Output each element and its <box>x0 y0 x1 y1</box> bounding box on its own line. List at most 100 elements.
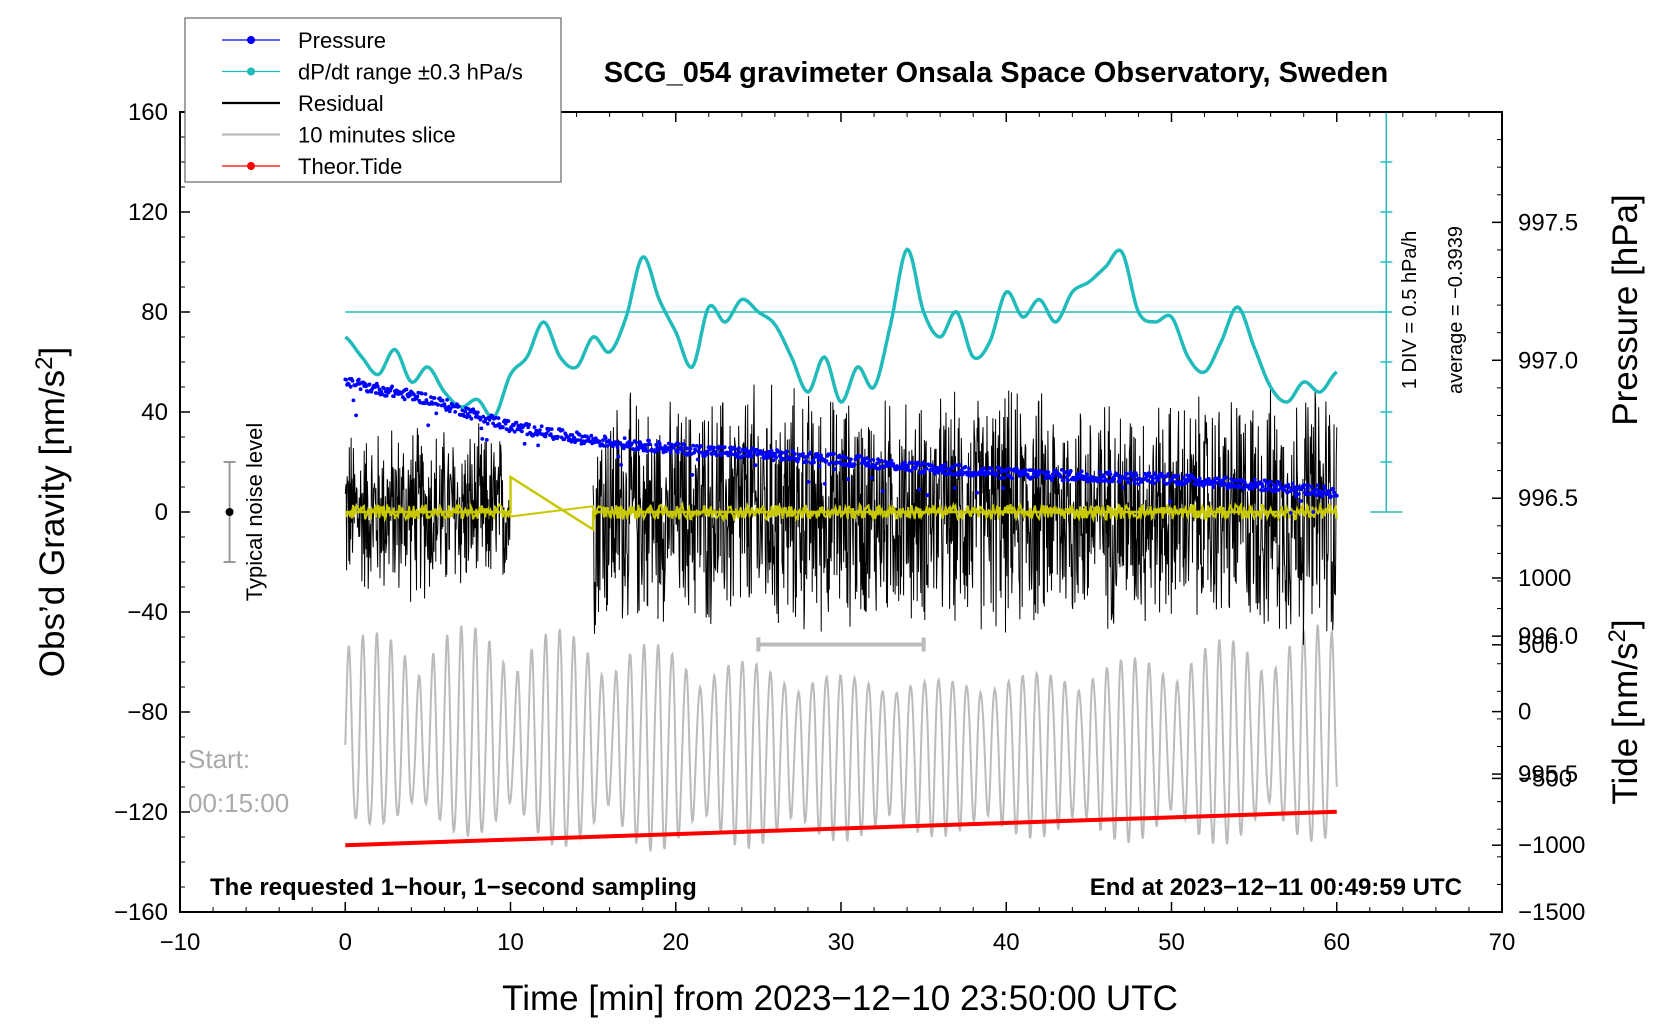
pressure-point <box>903 460 907 465</box>
smoothed-residual-line <box>345 500 1338 524</box>
pressure-point <box>1108 472 1113 477</box>
pressure-point <box>816 458 821 463</box>
y-tide-tick-label: −1000 <box>1518 832 1585 859</box>
y-axis-label-left: Obs’d Gravity [nm/s2] <box>31 347 72 677</box>
pressure-point <box>415 394 420 399</box>
pressure-point <box>950 466 955 470</box>
pressure-point <box>846 477 851 482</box>
y-pressure-tick-label: 997.0 <box>1518 347 1578 374</box>
pressure-point <box>532 425 537 430</box>
y-axis-label-left-end: ] <box>33 347 72 357</box>
pressure-point <box>1147 471 1152 476</box>
pressure-point <box>1298 499 1303 503</box>
pressure-point <box>548 432 553 436</box>
pressure-point <box>1251 484 1256 489</box>
pressure-point <box>1323 486 1327 491</box>
pressure-point <box>785 449 789 454</box>
dpdt-line <box>344 247 1338 420</box>
pressure-point <box>453 410 458 414</box>
pressure-point <box>841 454 846 458</box>
pressure-point <box>539 424 544 429</box>
y-axis-label-pressure: Pressure [hPa] <box>1606 194 1645 426</box>
pressure-layer <box>343 377 1339 515</box>
pressure-point <box>469 416 474 421</box>
pressure-point <box>510 427 514 432</box>
pressure-point <box>480 437 485 441</box>
pressure-point <box>848 461 852 465</box>
pressure-point <box>867 458 872 462</box>
y-left-tick-label: −120 <box>114 799 168 826</box>
pressure-point <box>422 401 427 406</box>
pressure-point <box>717 445 722 450</box>
pressure-point <box>350 378 355 383</box>
pressure-point <box>1161 480 1166 484</box>
pressure-point <box>1329 494 1334 499</box>
y-axis-label-tide-sup: 2 <box>1604 629 1631 642</box>
pressure-point <box>434 411 439 416</box>
pressure-point <box>1144 474 1149 479</box>
pressure-point <box>769 448 774 453</box>
pressure-point <box>1315 493 1319 498</box>
pressure-point <box>1264 480 1269 485</box>
y-left-tick-label: −80 <box>127 699 168 726</box>
pressure-point <box>1118 479 1123 484</box>
pressure-point <box>621 446 626 451</box>
pressure-point <box>819 453 824 458</box>
pressure-point <box>1293 491 1298 496</box>
y-left-tick-label: 40 <box>141 399 168 426</box>
scale-bar-avg-label: average = −0.3939 <box>1445 226 1467 394</box>
pressure-point <box>603 436 608 440</box>
pressure-point <box>1292 485 1297 490</box>
pressure-point <box>636 447 641 452</box>
pressure-point <box>466 407 471 411</box>
pressure-point <box>999 470 1004 475</box>
theor-tide-line <box>345 809 1337 848</box>
pressure-point <box>440 398 445 403</box>
pressure-point <box>916 460 921 465</box>
pressure-point <box>682 442 687 447</box>
smoothed-residual-layer <box>345 474 1338 532</box>
pressure-point <box>753 463 758 468</box>
pressure-point <box>522 441 527 446</box>
pressure-point <box>793 452 797 456</box>
x-tick-label: 40 <box>993 929 1020 956</box>
pressure-point <box>463 409 467 414</box>
pressure-point <box>694 444 699 448</box>
pressure-point <box>961 470 966 475</box>
pressure-point <box>1127 480 1132 485</box>
pressure-point <box>995 471 999 476</box>
tide-wave-line <box>344 624 1338 852</box>
x-tick-label: 0 <box>339 929 352 956</box>
pressure-point <box>527 422 531 427</box>
pressure-point <box>426 423 431 428</box>
pressure-point <box>692 450 696 455</box>
pressure-point <box>374 391 378 395</box>
pressure-point <box>1242 487 1246 491</box>
pressure-point <box>586 436 591 441</box>
pressure-point <box>869 476 874 480</box>
pressure-point <box>643 446 648 450</box>
pressure-point <box>917 487 922 492</box>
pressure-point <box>822 481 827 486</box>
legend-label: dP/dt range ±0.3 hPa/s <box>298 60 523 85</box>
pressure-point <box>824 459 829 463</box>
legend-label: Theor.Tide <box>298 154 402 179</box>
x-tick-label: 10 <box>497 929 524 956</box>
pressure-point <box>645 449 650 454</box>
slice-layer <box>756 637 926 652</box>
pressure-point <box>778 455 783 459</box>
pressure-point <box>1115 473 1120 478</box>
pressure-point <box>1121 485 1125 490</box>
pressure-point <box>1187 478 1192 483</box>
pressure-point <box>475 410 480 415</box>
pressure-point <box>448 406 453 411</box>
pressure-point <box>827 462 832 467</box>
pressure-point <box>1239 484 1244 489</box>
pressure-point <box>1061 478 1066 483</box>
pressure-point <box>404 387 409 392</box>
pressure-point <box>932 471 937 476</box>
pressure-point <box>1211 485 1216 489</box>
pressure-point <box>1090 478 1095 483</box>
pressure-point <box>1132 478 1136 482</box>
pressure-point <box>774 455 778 460</box>
